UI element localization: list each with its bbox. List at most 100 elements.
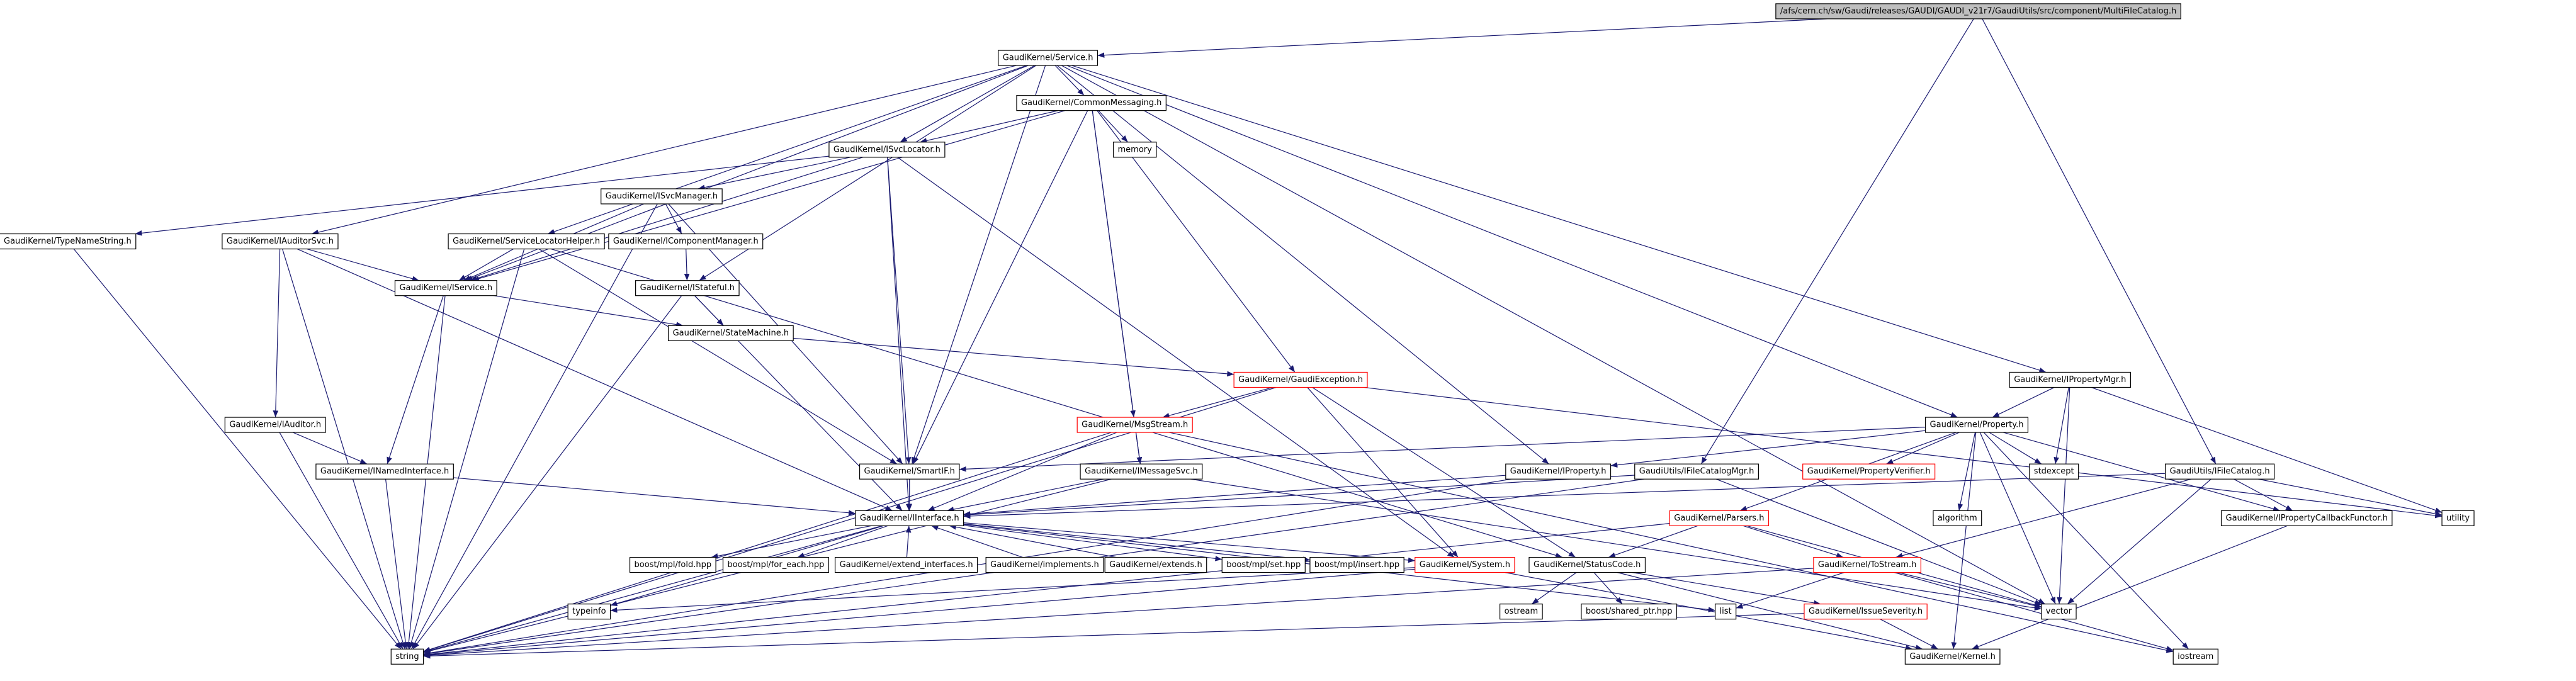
node-box: [635, 280, 740, 296]
node-box: [1500, 604, 1543, 620]
edge: [1880, 619, 1938, 650]
edge: [1312, 386, 1576, 558]
node-box: [998, 50, 1099, 66]
node-box: [859, 463, 960, 480]
node: stdexcept: [2029, 463, 2079, 480]
edge: [1700, 18, 1974, 464]
node-label: iostream: [2178, 652, 2213, 661]
node-box: [2172, 648, 2218, 665]
edge: [423, 568, 1814, 658]
node-box: [1669, 510, 1770, 526]
node-label: stdexcept: [2034, 467, 2074, 476]
node-box: [1016, 95, 1167, 111]
node-box: [1634, 463, 1759, 480]
edge: [1894, 571, 2174, 651]
node: GaudiKernel/StatusCode.h: [1528, 556, 1646, 573]
node: GaudiUtils/IFileCatalogMgr.h: [1634, 463, 1759, 480]
node: GaudiKernel/IProperty.h: [1505, 463, 1612, 480]
node-label: GaudiKernel/Kernel.h: [1909, 652, 1996, 661]
node: boost/mpl/for_each.hpp: [722, 556, 830, 573]
node-box: [1080, 463, 1203, 480]
node-box: [1802, 463, 1936, 480]
node: GaudiKernel/IAuditorSvc.h: [222, 233, 339, 250]
edge: [311, 65, 1017, 235]
node: GaudiKernel/extend_interfaces.h: [834, 556, 978, 573]
nodes: /afs/cern.ch/sw/Gaudi/releases/GAUDI/GAU…: [0, 3, 2475, 665]
node-label: GaudiKernel/IPropertyCallbackFunctor.h: [2226, 514, 2388, 523]
edge: [2003, 432, 2280, 512]
node-box: [1714, 604, 1737, 620]
edge: [947, 478, 1104, 512]
node-label: GaudiKernel/IMessageSvc.h: [1085, 467, 1198, 476]
node: GaudiKernel/CommonMessaging.h: [1016, 95, 1167, 111]
node-box: [834, 556, 978, 573]
edge: [963, 523, 1310, 562]
node-box: [722, 556, 830, 573]
edge: [905, 526, 912, 558]
node-label: string: [395, 652, 419, 661]
edge: [423, 523, 1670, 657]
node-label: GaudiKernel/IProperty.h: [1510, 467, 1607, 476]
edge: [1983, 432, 2189, 650]
edge: [1736, 571, 1844, 609]
node: boost/shared_ptr.hpp: [1581, 604, 1678, 620]
node-box: [1112, 142, 1157, 158]
edge: [423, 432, 1112, 652]
edges: [73, 18, 2443, 659]
edge: [458, 249, 514, 281]
node: GaudiKernel/IAuditor.h: [224, 417, 326, 433]
node-label: GaudiKernel/StatusCode.h: [1534, 560, 1641, 570]
edge: [282, 249, 406, 650]
node-box: [2441, 510, 2475, 526]
node-box: [2220, 510, 2393, 526]
node-box: [1309, 556, 1404, 573]
node: GaudiKernel/IPropertyMgr.h: [2009, 371, 2132, 388]
edge: [1190, 478, 2042, 611]
node: /afs/cern.ch/sw/Gaudi/releases/GAUDI/GAU…: [1775, 3, 2181, 20]
node: GaudiKernel/ISvcLocator.h: [828, 142, 946, 158]
edge: [1989, 432, 2042, 464]
node: GaudiKernel/IComponentManager.h: [608, 233, 764, 250]
edge: [1610, 430, 1926, 468]
edge: [1992, 386, 2055, 418]
node-box: [1804, 604, 1928, 620]
edge: [1715, 478, 2042, 605]
node-label: GaudiKernel/PropertyVerifier.h: [1807, 467, 1931, 476]
edge: [385, 479, 409, 650]
edge: [423, 525, 883, 653]
edge: [912, 65, 1046, 464]
node-label: ostream: [1505, 607, 1539, 616]
node: GaudiKernel/IService.h: [394, 280, 497, 296]
node-box: [2009, 371, 2132, 388]
node-box: [1813, 556, 1921, 573]
node-label: GaudiKernel/IAuditor.h: [229, 420, 321, 430]
edge: [423, 568, 1415, 658]
edge: [1979, 432, 2056, 604]
edge: [2057, 387, 2070, 604]
edge: [1886, 432, 1960, 464]
edge: [887, 157, 912, 511]
node-label: boost/mpl/fold.hpp: [635, 560, 712, 570]
edge: [1608, 525, 1698, 558]
edge: [551, 248, 1563, 558]
node-box: [855, 510, 964, 526]
node-label: GaudiKernel/TypeNameString.h: [4, 237, 132, 246]
node-label: boost/mpl/for_each.hpp: [728, 560, 825, 570]
node: GaudiKernel/Service.h: [998, 50, 1099, 66]
node: boost/mpl/set.hpp: [1221, 556, 1306, 573]
node-label: GaudiKernel/INamedInterface.h: [320, 467, 449, 476]
node-label: typeinfo: [572, 607, 606, 616]
edge: [1135, 432, 1143, 464]
node-box: [667, 325, 794, 341]
edge: [1054, 65, 1085, 96]
node: GaudiKernel/implements.h: [985, 556, 1104, 573]
node-label: GaudiKernel/IPropertyMgr.h: [2014, 375, 2126, 385]
edge: [135, 155, 829, 236]
node-box: [448, 233, 605, 250]
node: ostream: [1500, 604, 1543, 620]
edge: [698, 157, 851, 190]
node-label: GaudiKernel/ServiceLocatorHelper.h: [453, 237, 600, 246]
node-label: boost/mpl/insert.hpp: [1314, 560, 1399, 570]
node-box: [828, 142, 946, 158]
edge: [927, 432, 1117, 511]
